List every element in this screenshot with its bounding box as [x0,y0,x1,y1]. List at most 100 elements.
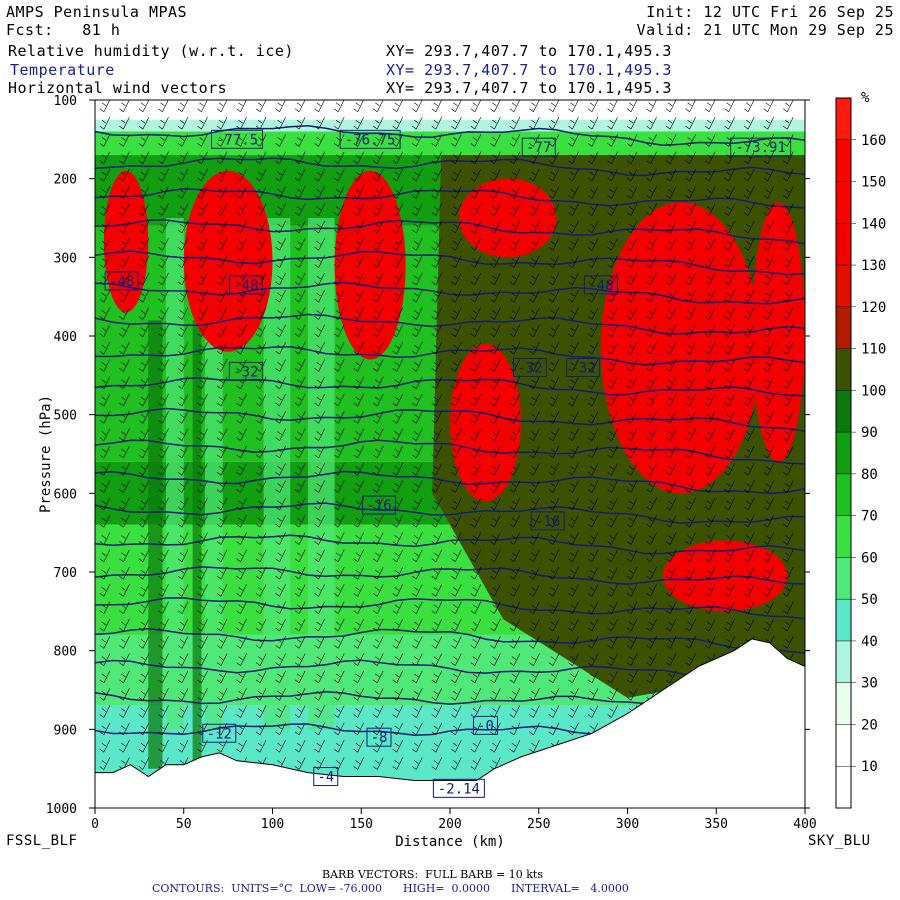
wind-barb [333,116,345,130]
wind-barb [704,584,716,597]
wind-barb [392,532,404,545]
wind-barb [119,601,130,614]
wind-barb [665,359,677,372]
wind-barb [685,376,696,389]
wind-barb [470,688,482,701]
wind-barb [685,255,696,268]
wind-barb [197,411,208,424]
wind-barb [783,290,794,303]
wind-barb [704,359,716,372]
wind-barb [431,705,443,718]
wind-barb [314,670,325,684]
wind-barb [197,238,208,251]
wind-barb [529,653,540,666]
wind-barb [353,653,364,666]
wind-barb [275,307,286,320]
wind-barb [197,134,208,147]
wind-barb [392,566,404,580]
wind-barb [607,705,618,718]
wind-barb [509,99,521,113]
colorbar-label: 120 [861,300,886,316]
wind-barb [138,740,150,753]
wind-barb [509,445,521,459]
wind-barb [470,341,482,355]
wind-barb [119,307,130,320]
wind-barb [275,290,286,303]
wind-barb [431,618,443,632]
wind-barb [490,463,501,476]
wind-barb [119,636,130,649]
rh-band [95,100,805,120]
wind-barb [236,515,247,528]
wind-barb [626,636,638,649]
wind-barb [626,238,638,251]
wind-barb [451,168,462,182]
wind-barb [665,186,677,199]
wind-barb [412,134,423,147]
wind-barb [783,463,794,476]
wind-barb [99,203,111,216]
wind-barb [158,428,169,441]
wind-barb [216,566,228,580]
wind-barb [490,290,501,303]
wind-barb [314,515,325,528]
wind-barb [197,636,208,649]
wind-barb [704,324,716,338]
wind-barb [548,393,560,407]
wind-barb [138,411,150,424]
wind-barb [275,549,286,563]
wind-barb [138,463,150,476]
wind-barb [529,307,540,320]
wind-barb [177,584,189,597]
barb-legend: BARB VECTORS: FULL BARB = 10 kts [322,868,543,881]
wind-barb [665,272,677,286]
temperature-contour [94,346,806,366]
wind-barb [568,670,579,684]
wind-barb [704,515,716,528]
wind-barb [685,307,696,320]
wind-barb [451,393,462,407]
wind-barb [704,168,716,182]
wind-barb [197,203,208,216]
wind-barb [568,549,579,563]
wind-barb [314,445,325,459]
wind-barb [275,653,286,666]
wind-barb [548,653,560,666]
wind-barb [548,480,560,493]
colorbar-unit: % [861,90,870,106]
wind-barb [763,480,774,493]
wind-barb [626,307,638,320]
wind-barb [216,428,228,441]
wind-barb [255,515,267,528]
wind-barb [607,272,618,286]
wind-barb [294,186,306,199]
wind-barb [236,653,247,666]
wind-barb [294,290,306,303]
colorbar-swatch [836,599,851,641]
wind-barb [353,220,364,234]
wind-barb [236,341,247,355]
wind-barb [763,463,774,476]
rh-region [334,170,406,360]
wind-barb [333,445,345,459]
wind-barb [626,497,638,511]
wind-barb [197,290,208,303]
wind-barb [548,376,560,389]
wind-barb [119,324,130,338]
wind-barb [294,584,306,597]
wind-barb [490,255,501,268]
wind-barb [99,307,111,320]
wind-barb [236,722,247,736]
wind-barb [724,151,735,164]
wind-barb [353,238,364,251]
wind-barb [373,151,384,164]
wind-barb [568,722,579,736]
wind-barb [470,515,482,528]
wind-barb [294,238,306,251]
wind-barb [236,705,247,718]
wind-barb [158,272,169,286]
wind-barb [490,532,501,545]
wind-barb [704,601,716,614]
wind-barb [744,618,755,632]
wind-barb [665,151,677,164]
